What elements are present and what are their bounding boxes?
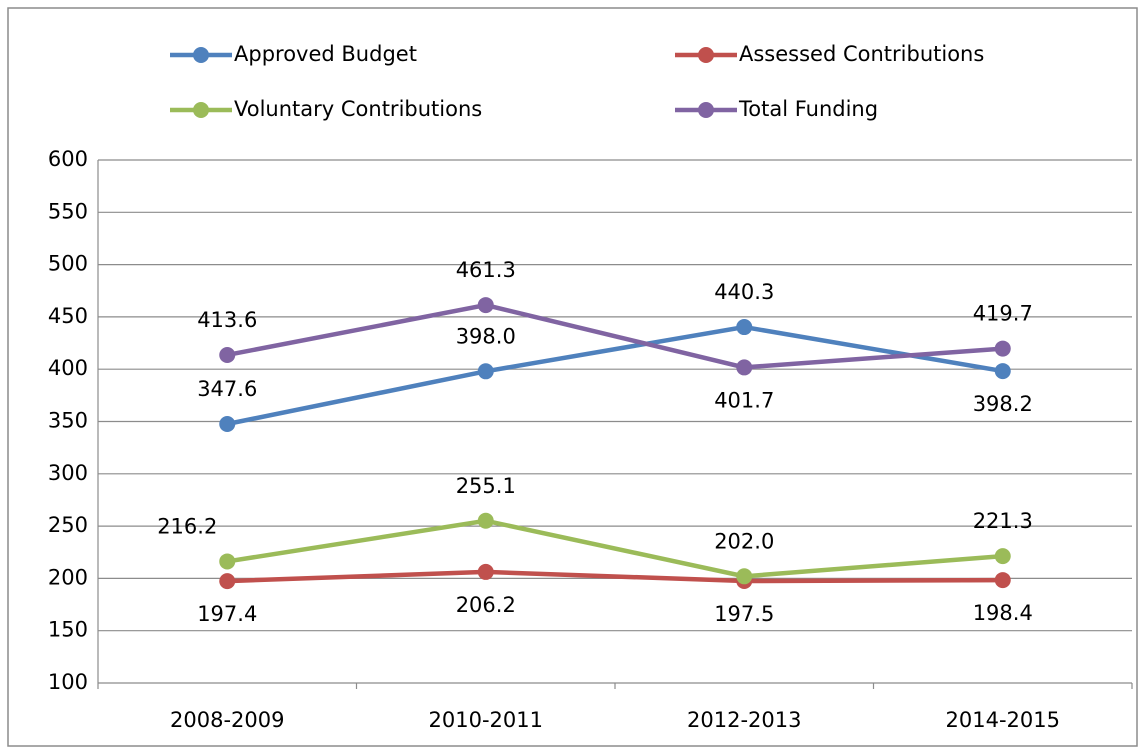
x-tick-label: 2008-2009 [170, 708, 284, 732]
legend-marker [193, 47, 209, 63]
data-label: 398.0 [456, 324, 516, 348]
data-label: 398.2 [973, 392, 1033, 416]
data-label: 197.5 [714, 602, 774, 626]
point [736, 359, 753, 376]
data-label: 216.2 [157, 514, 217, 538]
y-tick-label: 200 [48, 565, 88, 589]
point [219, 346, 236, 363]
data-label: 461.3 [456, 258, 516, 282]
data-label: 255.1 [456, 474, 516, 498]
point [736, 319, 753, 336]
point [994, 363, 1011, 380]
point [736, 568, 753, 585]
data-label: 221.3 [973, 509, 1033, 533]
y-tick-label: 100 [48, 670, 88, 694]
data-label: 206.2 [456, 593, 516, 617]
series-line [227, 569, 1003, 584]
y-tick-label: 250 [48, 513, 88, 537]
point [994, 572, 1011, 589]
x-tick-label: 2010-2011 [429, 708, 543, 732]
y-tick-label: 550 [48, 199, 88, 223]
data-label: 198.4 [973, 601, 1033, 625]
y-tick-label: 600 [48, 147, 88, 171]
x-tick-label: 2014-2015 [946, 708, 1060, 732]
y-tick-label: 300 [48, 461, 88, 485]
legend-label: Approved Budget [234, 42, 417, 66]
series-line [226, 518, 1003, 579]
y-tick-label: 350 [48, 409, 88, 433]
y-tick-label: 150 [48, 618, 88, 642]
data-label: 440.3 [714, 280, 774, 304]
point [477, 512, 494, 529]
legend-label: Total Funding [738, 97, 878, 121]
point [994, 340, 1011, 357]
point [219, 416, 236, 433]
legend-marker [193, 102, 209, 118]
legend-label: Assessed Contributions [739, 42, 984, 66]
chart-border [7, 7, 1138, 747]
data-label: 419.7 [973, 302, 1033, 326]
data-label: 197.4 [197, 602, 257, 626]
y-tick-label: 500 [48, 252, 88, 276]
series-line [226, 302, 1003, 370]
legend-label: Voluntary Contributions [234, 97, 482, 121]
point [219, 553, 236, 570]
legend-marker [698, 47, 714, 63]
data-label: 202.0 [714, 529, 774, 553]
y-tick-label: 450 [48, 304, 88, 328]
y-tick-label: 400 [48, 356, 88, 380]
legend-marker [698, 102, 714, 118]
point [477, 297, 494, 314]
point [219, 573, 236, 590]
series-line [226, 324, 1004, 427]
x-tick-label: 2012-2013 [687, 708, 801, 732]
point [994, 548, 1011, 565]
data-label: 347.6 [197, 377, 257, 401]
point [477, 563, 494, 580]
point [477, 363, 494, 380]
data-label: 401.7 [714, 388, 774, 412]
data-label: 413.6 [197, 308, 257, 332]
